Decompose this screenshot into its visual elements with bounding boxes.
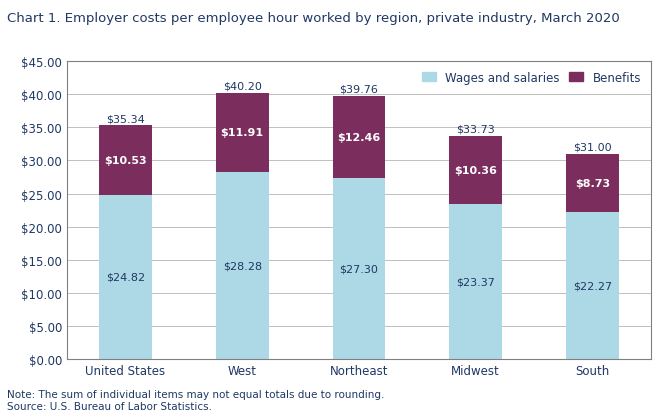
Text: $27.30: $27.30 [340, 264, 378, 274]
Text: $24.82: $24.82 [106, 272, 145, 282]
Text: $28.28: $28.28 [223, 261, 262, 271]
Bar [333, 97, 385, 179]
Text: $23.37: $23.37 [456, 277, 495, 287]
Bar [566, 154, 619, 212]
Text: $39.76: $39.76 [340, 85, 378, 95]
Text: Note: The sum of individual items may not equal totals due to rounding.
Source: : Note: The sum of individual items may no… [7, 389, 384, 411]
Bar [216, 94, 268, 173]
Text: $10.53: $10.53 [104, 156, 147, 166]
Bar [99, 126, 152, 195]
Text: $8.73: $8.73 [575, 178, 610, 188]
Text: $31.00: $31.00 [573, 142, 612, 152]
Bar [333, 179, 385, 359]
Text: Chart 1. Employer costs per employee hour worked by region, private industry, Ma: Chart 1. Employer costs per employee hou… [7, 12, 619, 25]
Text: $10.36: $10.36 [454, 166, 497, 176]
Text: $40.20: $40.20 [223, 82, 262, 92]
Text: $22.27: $22.27 [573, 281, 612, 291]
Text: $11.91: $11.91 [221, 128, 264, 138]
Text: $33.73: $33.73 [456, 124, 495, 135]
Bar [216, 173, 268, 359]
Bar [450, 205, 502, 359]
Text: $12.46: $12.46 [338, 133, 380, 143]
Bar [566, 212, 619, 359]
Bar [99, 195, 152, 359]
Text: $35.34: $35.34 [106, 114, 145, 124]
Legend: Wages and salaries, Benefits: Wages and salaries, Benefits [418, 68, 645, 88]
Bar [450, 136, 502, 205]
